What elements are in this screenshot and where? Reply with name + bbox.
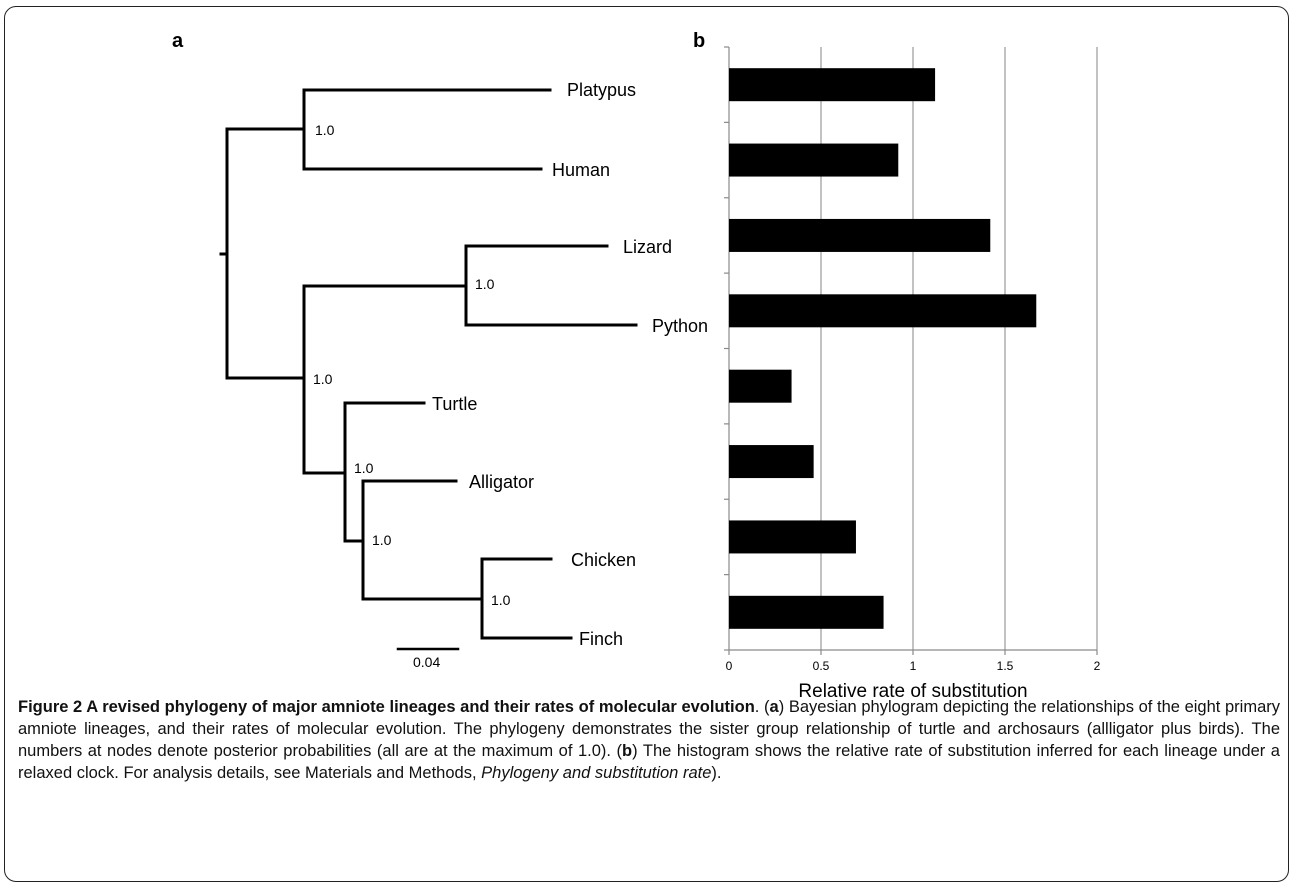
tip-label-alligator: Alligator bbox=[469, 472, 534, 492]
tip-label-lizard: Lizard bbox=[623, 237, 672, 257]
caption-panel-ref: a bbox=[769, 698, 779, 716]
tip-label-platypus: Platypus bbox=[567, 80, 636, 100]
tip-label-turtle: Turtle bbox=[432, 394, 477, 414]
bar-turtle bbox=[729, 369, 792, 403]
chart-bars bbox=[729, 68, 1037, 629]
tip-label-python: Python bbox=[652, 316, 708, 336]
x-tick-label: 2 bbox=[1094, 659, 1101, 673]
bar-chicken bbox=[729, 520, 856, 554]
chart-tick-labels: 0 0.5 1 1.5 2 bbox=[726, 659, 1101, 673]
x-tick-label: 0.5 bbox=[813, 659, 830, 673]
caption-text: ) Bayesian phylogram depicting the relat… bbox=[18, 698, 1280, 760]
chart-axes bbox=[724, 46, 1098, 655]
caption-italic-ref: Phylogeny and substitution rate bbox=[481, 764, 712, 782]
x-tick-label: 1 bbox=[910, 659, 917, 673]
x-axis-title: Relative rate of substitution bbox=[798, 681, 1027, 700]
panel-b-label: b bbox=[693, 30, 705, 52]
node-support-label: 1.0 bbox=[313, 371, 333, 387]
scale-bar-label: 0.04 bbox=[413, 654, 440, 670]
figure-caption: Figure 2 A revised phylogeny of major am… bbox=[18, 696, 1280, 784]
tip-label-chicken: Chicken bbox=[571, 550, 636, 570]
node-support-label: 1.0 bbox=[491, 592, 511, 608]
bar-finch bbox=[729, 595, 884, 629]
bar-python bbox=[729, 294, 1037, 328]
bar-alligator bbox=[729, 445, 814, 479]
node-support-label: 1.0 bbox=[315, 122, 335, 138]
figure-graphic: a b Platypus Human Lizard bbox=[172, 30, 1101, 700]
caption-text: . ( bbox=[754, 698, 770, 716]
node-support-label: 1.0 bbox=[354, 460, 374, 476]
panel-a-label: a bbox=[172, 30, 184, 52]
caption-text: ) The histogram shows the relative rate … bbox=[18, 742, 1280, 782]
bar-platypus bbox=[729, 68, 936, 102]
caption-panel-ref: b bbox=[622, 742, 633, 760]
x-tick-label: 0 bbox=[726, 659, 733, 673]
bar-human bbox=[729, 143, 899, 177]
caption-text: ). bbox=[711, 764, 722, 782]
tip-label-finch: Finch bbox=[579, 629, 623, 649]
figure-frame bbox=[4, 6, 1289, 882]
chart-gridlines bbox=[820, 47, 1098, 650]
rate-bar-chart: 0 0.5 1 1.5 2 Relative rate of substitution bbox=[724, 46, 1101, 700]
x-tick-label: 1.5 bbox=[997, 659, 1014, 673]
phylogram bbox=[219, 88, 638, 651]
caption-title: Figure 2 A revised phylogeny of major am… bbox=[18, 698, 755, 716]
node-support-label: 1.0 bbox=[372, 532, 392, 548]
node-support-label: 1.0 bbox=[475, 276, 495, 292]
bar-lizard bbox=[729, 218, 991, 252]
tip-label-human: Human bbox=[552, 160, 610, 180]
